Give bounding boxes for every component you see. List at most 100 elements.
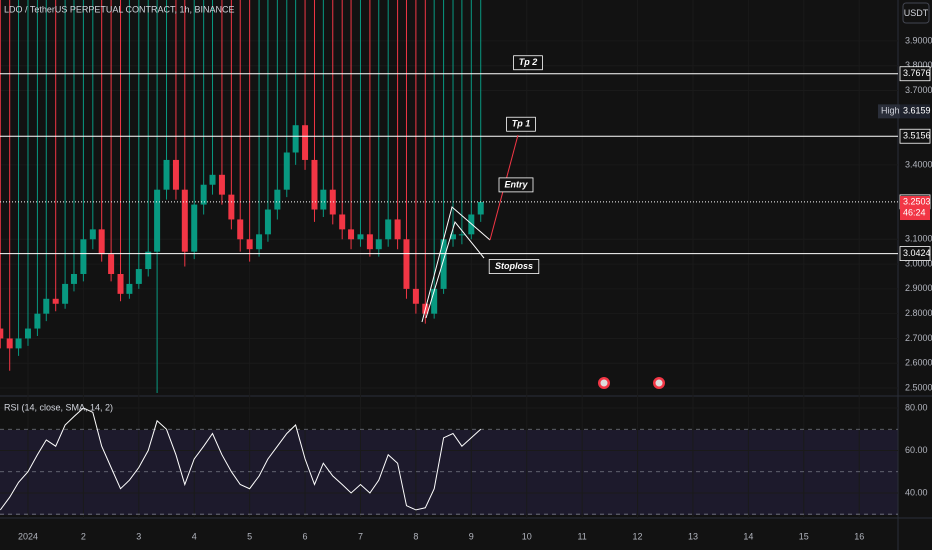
candle-body [209,174,216,185]
candle-body [256,234,263,250]
candle-body [108,254,115,274]
y-tick-label: 3.4000 [905,159,932,169]
candle-body [181,189,188,252]
level-annotation-box [488,259,540,274]
candle-body [135,269,142,284]
candle-body [126,283,133,294]
high-price: 3.6159 [903,106,931,116]
candle-body [62,283,69,304]
last-price-box [900,196,930,221]
currency-button[interactable] [902,2,930,24]
x-tick-label: 2 [81,531,86,541]
drawing-line [425,220,485,319]
candle-body [80,239,87,274]
candle-body [6,338,13,349]
y-tick-label: 3.7000 [905,85,932,95]
candle-body [200,184,207,205]
candle-body [163,159,170,190]
level-annotation: Entry [504,179,528,189]
candle-body [366,234,373,250]
y-tick-label: 2.8000 [905,308,932,318]
candle-body [24,328,31,339]
candle-body [52,298,59,304]
event-icon[interactable] [653,377,665,389]
candle-body [329,189,336,215]
level-price-label: 3.0424 [903,248,931,258]
candle-body [172,159,179,190]
candle-body [458,234,465,236]
candle-body [218,174,225,195]
candle-body [0,328,4,339]
candle-body [246,239,253,250]
candle-body [311,159,318,210]
level-price-box [899,246,931,261]
y-tick-label: 3.8000 [905,60,932,70]
x-tick-label: 2024 [18,531,38,541]
x-tick-label: 13 [688,531,698,541]
high-price-box [900,104,930,119]
x-tick-label: 8 [413,531,418,541]
candle-body [264,209,271,235]
candle-body [43,298,50,314]
event-icon[interactable] [598,377,610,389]
candle-body [440,239,447,289]
level-price-label: 3.5156 [903,131,931,141]
rsi-line [0,407,482,511]
x-tick-label: 11 [577,531,586,541]
candle-body [191,204,198,252]
candle-body [274,189,281,210]
candle-body [98,229,105,255]
level-price-box [899,128,931,144]
y-tick-label: 2.7000 [905,333,932,343]
rsi-tick-label: 60.00 [905,445,928,455]
x-tick-label: 12 [633,531,643,541]
candle-body [302,125,309,160]
candle-body [154,189,161,252]
x-tick-label: 16 [854,531,864,541]
candle-body [348,229,355,240]
candle-body [339,214,346,230]
rsi-tick-label: 80.00 [905,402,928,412]
candle-body [320,189,327,210]
candle-body [117,273,124,294]
level-annotation: Stoploss [495,261,533,271]
level-annotation-box [506,116,536,132]
candle-body [450,234,457,240]
candle-body [403,239,410,289]
symbol-title: LDO / TetherUS PERPETUAL CONTRACT, 1h, B… [4,4,235,14]
y-tick-label: 2.9000 [905,283,932,293]
marks [0,0,898,511]
high-tag-box [878,104,900,119]
level-annotation: Tp 2 [519,57,538,67]
level-price-box [899,66,931,82]
x-tick-label: 3 [136,531,141,541]
candle-body [283,152,290,190]
level-annotation-box [513,55,543,71]
level-annotation: Tp 1 [512,119,531,129]
candle-body [375,239,382,250]
candle-body [89,229,96,240]
x-tick-label: 15 [799,531,809,541]
level-price-label: 3.7676 [903,68,931,78]
rsi-tick-label: 40.00 [905,487,928,497]
candle-body [228,194,235,220]
high-tag: High [881,106,900,116]
x-tick-label: 7 [358,531,363,541]
y-tick-label: 3.9000 [905,35,932,45]
candle-body [412,288,419,304]
candle-body [394,219,401,240]
candle-body [15,338,22,349]
countdown: 46:24 [903,207,926,217]
x-tick-label: 9 [469,531,474,541]
y-tick-label: 2.6000 [905,358,932,368]
x-tick-label: 14 [743,531,753,541]
candle-body [70,273,77,284]
x-tick-label: 10 [522,531,532,541]
y-tick-label: 3.0000 [905,258,932,268]
level-annotation-box [498,177,534,193]
candle-body [145,251,152,270]
candle-body [237,219,244,240]
candle-body [385,219,392,240]
x-tick-label: 6 [303,531,308,541]
